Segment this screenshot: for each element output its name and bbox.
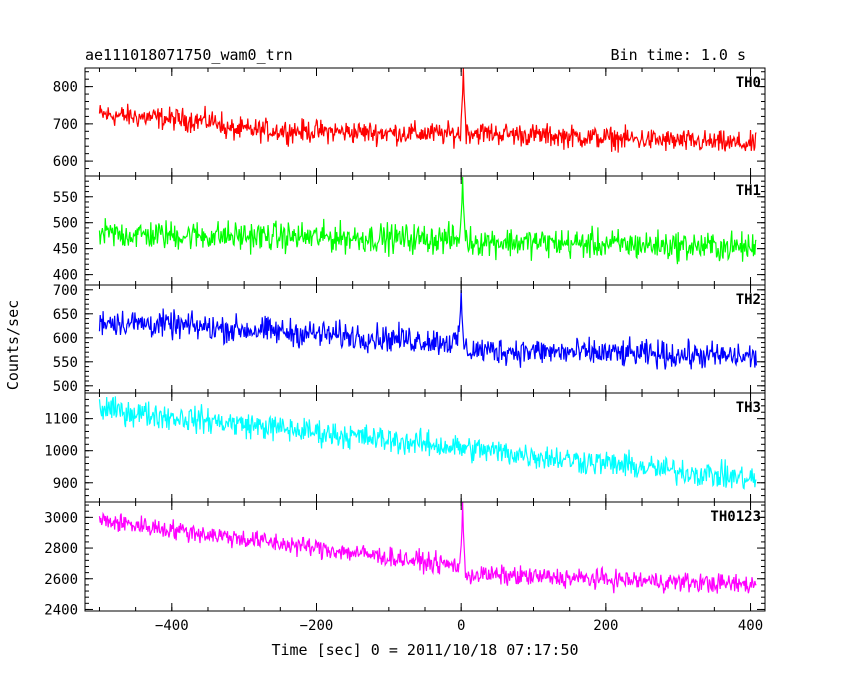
panel-th0: 600 700 800 TH0	[53, 67, 766, 177]
panel-name-label: TH2	[736, 292, 761, 308]
y-tick-label: 1100	[44, 412, 78, 428]
series-line-th3	[98, 396, 757, 490]
panel-th2: 500 550 600 650 700 TH2	[53, 283, 766, 395]
x-tick-label: 0	[457, 618, 465, 634]
bin-time-label: Bin time: 1.0 s	[611, 46, 746, 64]
y-tick-label: 800	[53, 80, 78, 96]
panels-group: 600 700 800 TH0 400 450 500 550 TH1 500 550 600 650 7…	[44, 67, 766, 634]
y-tick-label: 900	[53, 476, 78, 492]
panel-th0123: 2400 2600 2800 3000 TH0123 −400 −200 0 200 400	[44, 501, 766, 634]
panel-name-label: TH0	[736, 75, 761, 91]
series-line-th0123	[98, 502, 757, 594]
series-line-th1	[98, 177, 757, 265]
y-tick-label: 650	[53, 307, 78, 323]
panel-name-label: TH3	[736, 400, 761, 416]
y-tick-label: 500	[53, 216, 78, 232]
series-line-th2	[98, 289, 757, 370]
y-tick-label: 450	[53, 242, 78, 258]
x-tick-label: −400	[155, 618, 189, 634]
x-axis-label: Time [sec] 0 = 2011/10/18 07:17:50	[271, 641, 578, 659]
panel-th3: 900 1000 1100 TH3	[44, 392, 766, 503]
panel-name-label: TH0123	[710, 509, 761, 525]
y-tick-label: 700	[53, 117, 78, 133]
x-tick-label: 200	[593, 618, 618, 634]
panel-name-label: TH1	[736, 183, 761, 199]
y-tick-label: 600	[53, 154, 78, 170]
y-tick-label: 550	[53, 355, 78, 371]
y-tick-label: 700	[53, 283, 78, 299]
x-tick-label: −200	[300, 618, 334, 634]
y-axis-label: Counts/sec	[4, 300, 22, 390]
chart-title: ae111018071750_wam0_trn	[85, 46, 293, 64]
x-tick-label: 400	[738, 618, 763, 634]
y-tick-label: 2600	[44, 572, 78, 588]
panel-frame	[84, 501, 766, 612]
y-tick-label: 3000	[44, 510, 78, 526]
y-tick-label: 500	[53, 379, 78, 395]
panel-frame	[84, 284, 766, 394]
y-tick-label: 1000	[44, 444, 78, 460]
y-tick-label: 550	[53, 190, 78, 206]
y-tick-label: 2800	[44, 541, 78, 557]
y-tick-label: 600	[53, 331, 78, 347]
series-line-th0	[98, 68, 757, 153]
y-tick-label: 2400	[44, 602, 78, 618]
panel-th1: 400 450 500 550 TH1	[53, 175, 766, 286]
y-tick-label: 400	[53, 268, 78, 284]
